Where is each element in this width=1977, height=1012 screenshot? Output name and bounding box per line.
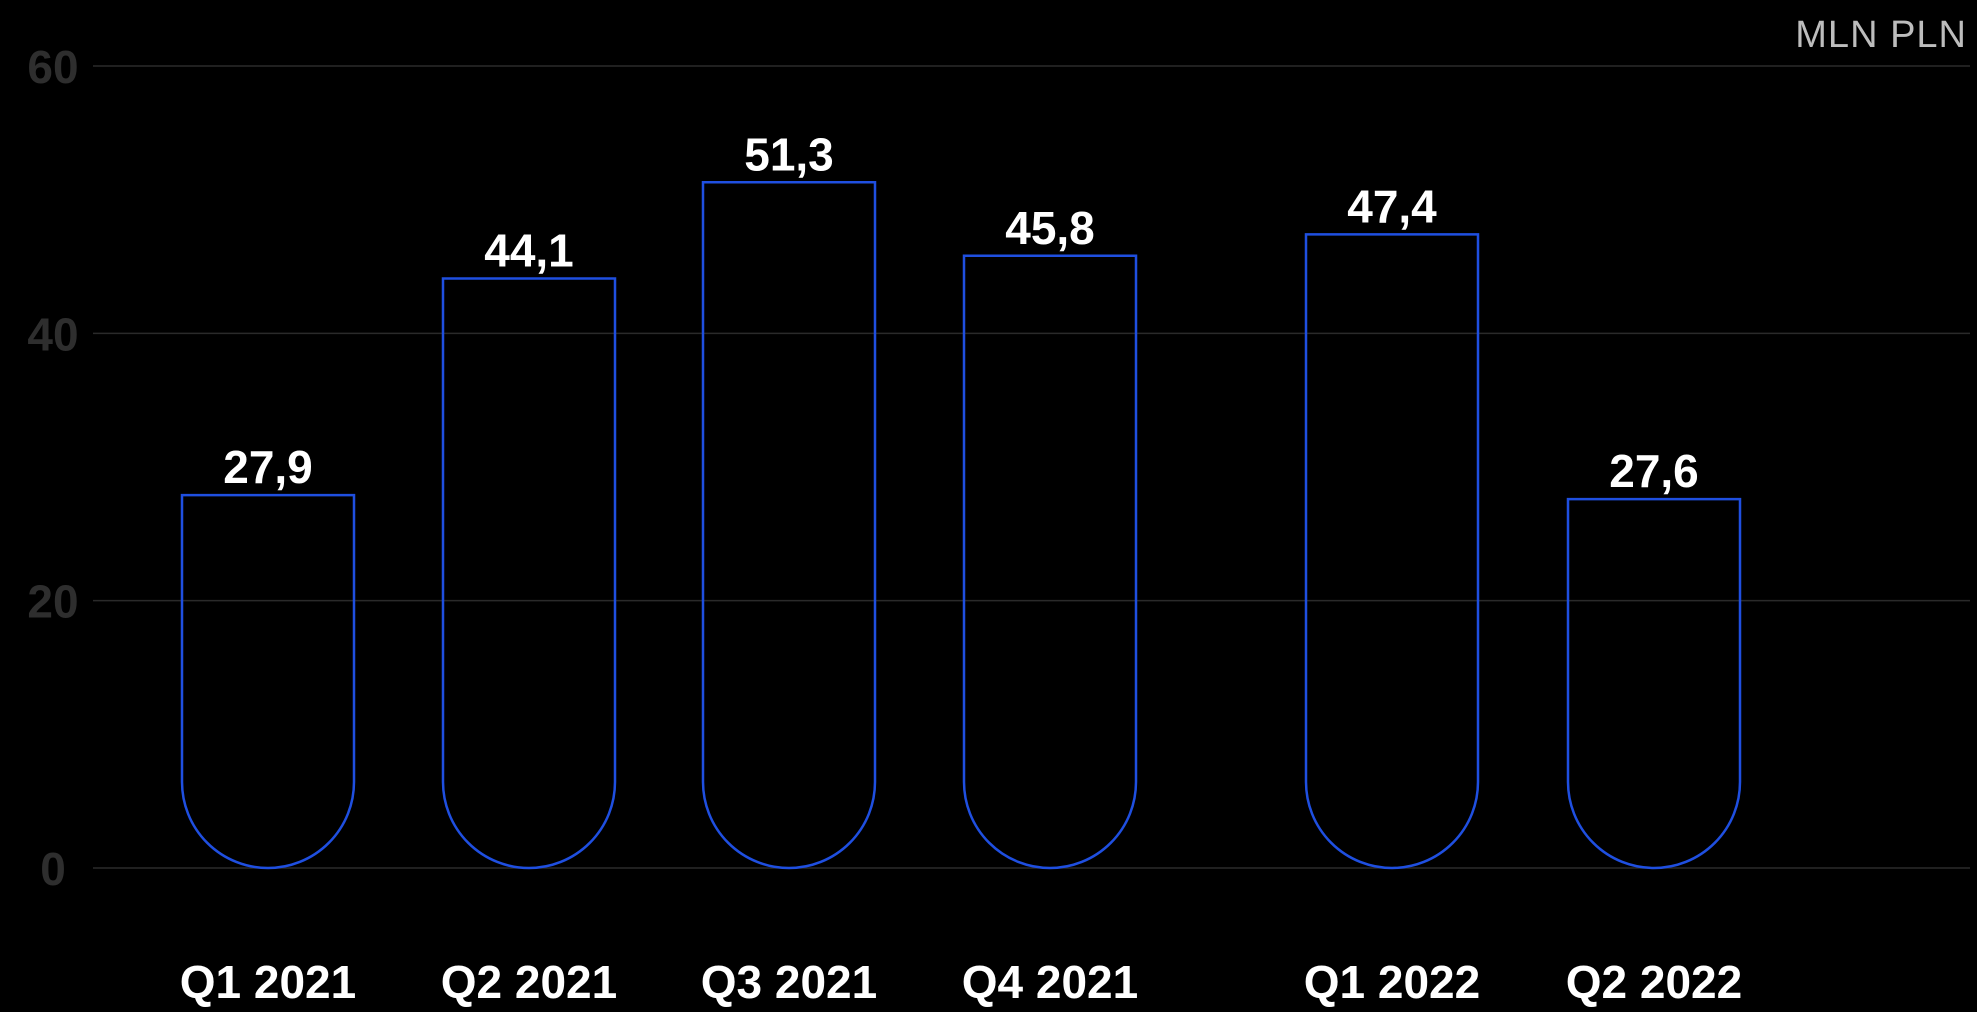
bar-q1-2022 [1304, 233, 1480, 870]
ytick-label: 0 [40, 843, 66, 895]
category-label: Q2 2021 [441, 956, 617, 1008]
ytick-label: 60 [27, 41, 78, 93]
category-label: Q4 2021 [962, 956, 1138, 1008]
bar-q2-2021 [441, 277, 617, 870]
bar-q4-2021 [962, 254, 1138, 870]
y-axis-ticks: 0 20 40 60 [27, 41, 78, 895]
value-label: 45,8 [1005, 202, 1095, 254]
value-label: 51,3 [744, 128, 834, 180]
value-label: 47,4 [1347, 180, 1437, 232]
bar-q1-2021 [180, 493, 356, 870]
value-label: 44,1 [484, 225, 574, 277]
category-label: Q2 2022 [1566, 956, 1742, 1008]
value-label: 27,6 [1609, 445, 1699, 497]
value-labels: 27,9 44,1 51,3 45,8 47,4 27,6 [223, 128, 1699, 497]
bar-q2-2022 [1566, 497, 1742, 870]
ytick-label: 40 [27, 308, 78, 360]
category-label: Q1 2022 [1304, 956, 1480, 1008]
value-label: 27,9 [223, 441, 313, 493]
category-label: Q3 2021 [701, 956, 877, 1008]
bar-q3-2021 [701, 181, 877, 870]
unit-label: MLN PLN [1795, 14, 1967, 56]
category-labels: Q1 2021 Q2 2021 Q3 2021 Q4 2021 Q1 2022 Q2 20… [180, 956, 1742, 1008]
bars [180, 181, 1742, 870]
ytick-label: 20 [27, 576, 78, 628]
category-label: Q1 2021 [180, 956, 356, 1008]
